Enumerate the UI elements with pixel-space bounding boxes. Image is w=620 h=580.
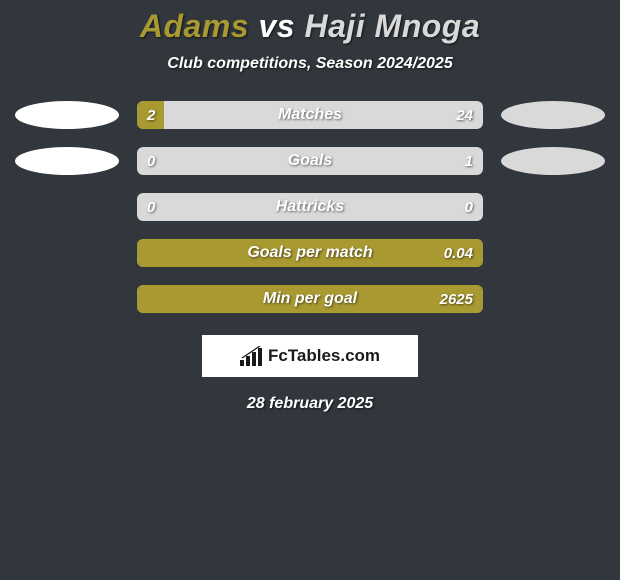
player1-marker (15, 147, 119, 175)
stat-row: 0.04Goals per match (0, 239, 620, 267)
bar-left-fill (137, 285, 483, 313)
bar-left-fill (137, 239, 483, 267)
chart-icon (240, 346, 262, 366)
player2-marker (501, 101, 605, 129)
stat-rows: 224Matches 01Goals 00Hattricks 0.04Goals pe… (0, 101, 620, 313)
player1-marker (15, 101, 119, 129)
stat-bar: 01Goals (137, 147, 483, 175)
date-label: 28 february 2025 (247, 395, 373, 413)
title-player2: Haji Mnoga (304, 8, 480, 44)
title-player1: Adams (140, 8, 249, 44)
logo-text: FcTables.com (268, 346, 380, 366)
source-logo: FcTables.com (202, 335, 418, 377)
stat-row: 224Matches (0, 101, 620, 129)
stat-row: 2625Min per goal (0, 285, 620, 313)
page-title: Adams vs Haji Mnoga (140, 8, 480, 45)
stat-bar: 2625Min per goal (137, 285, 483, 313)
bar-right-fill (137, 101, 483, 129)
stat-bar: 0.04Goals per match (137, 239, 483, 267)
stat-bar: 224Matches (137, 101, 483, 129)
title-vs: vs (249, 8, 304, 44)
stat-row: 01Goals (0, 147, 620, 175)
stat-row: 00Hattricks (0, 193, 620, 221)
stat-bar: 00Hattricks (137, 193, 483, 221)
subtitle: Club competitions, Season 2024/2025 (167, 55, 452, 73)
bar-right-fill (137, 147, 483, 175)
player2-marker (501, 147, 605, 175)
bar-right-fill (137, 193, 483, 221)
bar-left-fill (137, 101, 164, 129)
comparison-card: Adams vs Haji Mnoga Club competitions, S… (0, 0, 620, 413)
